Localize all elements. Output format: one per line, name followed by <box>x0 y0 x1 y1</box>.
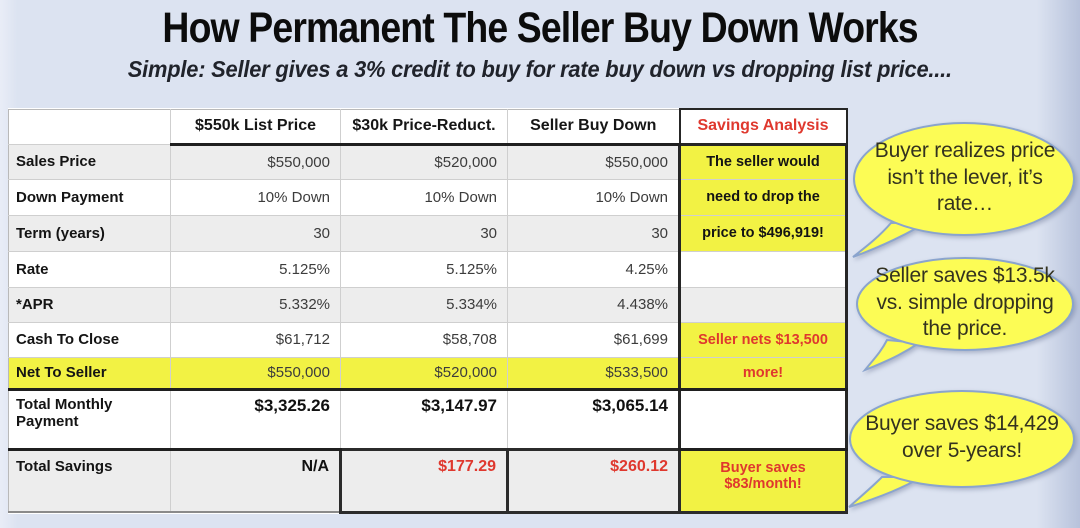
row-label: Sales Price <box>8 143 171 180</box>
row-label: Term (years) <box>8 214 171 252</box>
table-row-total-monthly-payment: Total Monthly Payment $3,325.26 $3,147.9… <box>8 388 848 451</box>
speech-bubble-text: Buyer realizes price isn’t the lever, it… <box>874 139 1056 216</box>
row-label: Cash To Close <box>8 321 171 358</box>
savings-analysis-cell: Buyer saves $83/month! <box>678 447 848 514</box>
table-cell: $520,000 <box>340 356 508 391</box>
table-cell: 5.332% <box>170 286 341 323</box>
table-cell-savings-260: $260.12 <box>506 447 681 514</box>
column-header-price-reduction: $30k Price-Reduct. <box>340 108 508 146</box>
column-header-list-price: $550k List Price <box>170 108 341 146</box>
savings-analysis-cell <box>678 388 848 451</box>
table-cell: 30 <box>340 214 508 252</box>
table-row-apr: *APR 5.332% 5.334% 4.438% <box>8 286 848 323</box>
table-row-cash-to-close: Cash To Close $61,712 $58,708 $61,699 Se… <box>8 321 848 358</box>
speech-bubble-seller-saves: Seller saves $13.5k vs. simple dropping … <box>853 256 1077 374</box>
row-label: Total Savings <box>8 447 171 513</box>
speech-bubble-shape <box>856 257 1074 373</box>
savings-analysis-cell <box>678 250 848 288</box>
table-row-term: Term (years) 30 30 30 price to $496,919! <box>8 214 848 252</box>
table-cell: 4.438% <box>507 286 680 323</box>
table-row-sales-price: Sales Price $550,000 $520,000 $550,000 T… <box>8 143 848 180</box>
table-cell: 4.25% <box>507 250 680 288</box>
savings-analysis-cell: The seller would <box>678 143 848 180</box>
table-row-net-to-seller: Net To Seller $550,000 $520,000 $533,500… <box>8 356 848 391</box>
savings-analysis-cell: Seller nets $13,500 <box>678 321 848 358</box>
column-header-savings-analysis: Savings Analysis <box>678 108 848 146</box>
savings-analysis-cell: more! <box>678 356 848 391</box>
row-label: Rate <box>8 250 171 288</box>
row-label: Down Payment <box>8 178 171 216</box>
row-label: *APR <box>8 286 171 323</box>
page-subtitle: Simple: Seller gives a 3% credit to buy … <box>127 56 953 82</box>
table-cell: $533,500 <box>507 356 680 391</box>
table-cell: 5.334% <box>340 286 508 323</box>
header-row: $550k List Price $30k Price-Reduct. Sell… <box>8 108 848 146</box>
table-cell: 5.125% <box>340 250 508 288</box>
page-title: How Permanent The Seller Buy Down Works <box>162 4 918 52</box>
table-cell: 30 <box>507 214 680 252</box>
table-cell: 10% Down <box>507 178 680 216</box>
speech-bubble-text: Buyer saves $14,429 over 5-years! <box>865 412 1059 462</box>
comparison-table: $550k List Price $30k Price-Reduct. Sell… <box>8 108 848 514</box>
table-cell: $3,065.14 <box>507 388 680 450</box>
savings-analysis-cell <box>678 286 848 323</box>
table-cell: 10% Down <box>340 178 508 216</box>
speech-bubble-shape <box>848 390 1075 508</box>
speech-bubble-buyer-lever: Buyer realizes price isn’t the lever, it… <box>851 121 1079 265</box>
table-row-rate: Rate 5.125% 5.125% 4.25% <box>8 250 848 288</box>
table-cell: $3,147.97 <box>340 388 508 450</box>
speech-bubble-buyer-saves: Buyer saves $14,429 over 5-years! <box>846 389 1078 511</box>
savings-analysis-cell: need to drop the <box>678 178 848 216</box>
table-cell: 10% Down <box>170 178 341 216</box>
speech-bubble-text: Seller saves $13.5k vs. simple dropping … <box>875 264 1055 341</box>
row-label: Net To Seller <box>8 356 171 391</box>
row-label: Total Monthly Payment <box>8 388 171 450</box>
table-cell: $58,708 <box>340 321 508 358</box>
table-cell: $3,325.26 <box>170 388 341 450</box>
table-cell: $550,000 <box>170 143 341 180</box>
table-cell: N/A <box>170 447 341 513</box>
subtitle-container: Simple: Seller gives a 3% credit to buy … <box>0 56 1080 83</box>
table-cell: $550,000 <box>507 143 680 180</box>
title-container: How Permanent The Seller Buy Down Works <box>0 4 1080 53</box>
savings-analysis-cell: price to $496,919! <box>678 214 848 252</box>
table-cell: 5.125% <box>170 250 341 288</box>
table-cell: $61,712 <box>170 321 341 358</box>
column-header-blank <box>8 108 171 145</box>
table-cell: $61,699 <box>507 321 680 358</box>
table-row-down-payment: Down Payment 10% Down 10% Down 10% Down … <box>8 178 848 216</box>
table-cell: 30 <box>170 214 341 252</box>
table-cell: $520,000 <box>340 143 508 180</box>
table-cell: $550,000 <box>170 356 341 391</box>
table-row-total-savings: Total Savings N/A $177.29 $260.12 Buyer … <box>8 447 848 514</box>
table-cell-savings-177: $177.29 <box>339 447 509 514</box>
speech-bubble-shape <box>852 122 1075 258</box>
column-header-seller-buy-down: Seller Buy Down <box>507 108 680 146</box>
comparison-table-container: $550k List Price $30k Price-Reduct. Sell… <box>8 108 848 514</box>
